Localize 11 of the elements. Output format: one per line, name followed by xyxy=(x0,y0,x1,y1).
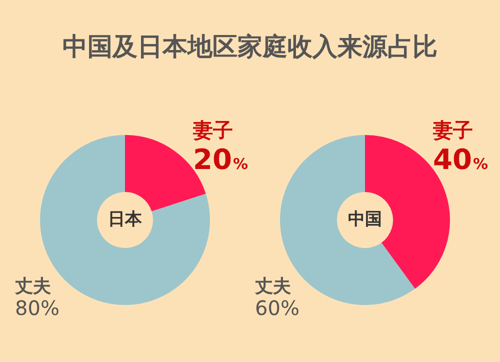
data-label: 60% xyxy=(255,296,300,320)
slice-label: 丈夫 xyxy=(14,276,51,297)
data-label: 80% xyxy=(15,296,60,320)
slice-label: 妻子 xyxy=(192,118,233,142)
slice-label: 妻子 xyxy=(432,118,473,142)
data-label: 20% xyxy=(193,143,248,176)
chart-title: 中国及日本地区家庭收入来源占比 xyxy=(62,31,438,63)
text: 中国 xyxy=(348,209,382,230)
text: 日本 xyxy=(108,209,143,230)
slice-label: 丈夫 xyxy=(254,276,291,297)
data-label: 40% xyxy=(433,143,488,176)
